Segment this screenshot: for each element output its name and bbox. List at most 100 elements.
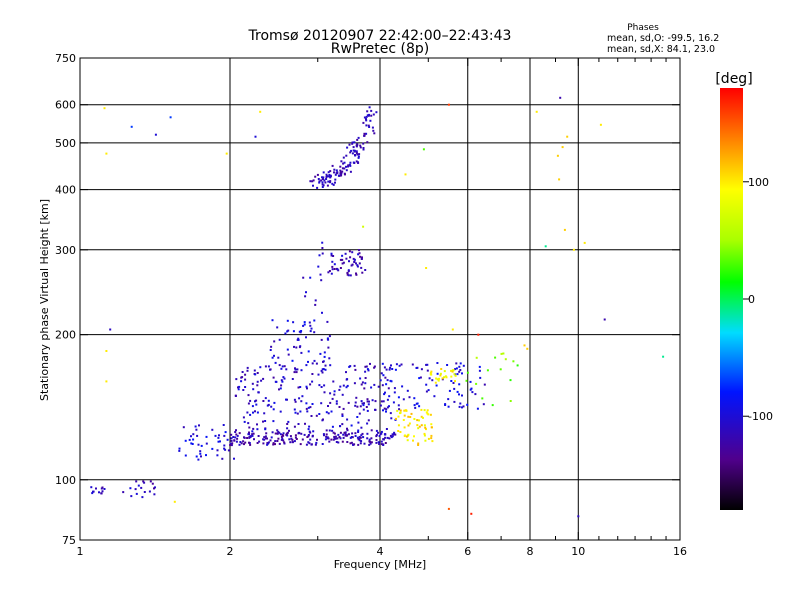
echo-point bbox=[205, 442, 208, 445]
echo-point bbox=[319, 273, 322, 276]
echo-point bbox=[333, 390, 336, 393]
echo-point bbox=[390, 364, 392, 367]
echo-point bbox=[216, 449, 219, 452]
echo-point bbox=[397, 424, 400, 427]
echo-point bbox=[371, 126, 374, 129]
echo-point bbox=[293, 408, 296, 411]
echo-point bbox=[455, 362, 458, 365]
echo-point bbox=[216, 454, 219, 457]
echo-point bbox=[370, 441, 373, 444]
echo-point bbox=[229, 442, 232, 445]
echo-point bbox=[303, 323, 306, 326]
echo-point bbox=[426, 363, 429, 366]
echo-point bbox=[274, 443, 276, 446]
echo-point bbox=[353, 364, 356, 367]
echo-point bbox=[328, 429, 331, 432]
echo-point bbox=[339, 169, 342, 172]
echo-point bbox=[435, 384, 438, 387]
echo-point bbox=[200, 444, 203, 447]
echo-point bbox=[425, 411, 428, 414]
echo-point bbox=[256, 372, 259, 374]
echo-point bbox=[363, 134, 366, 137]
echo-point bbox=[358, 262, 361, 265]
echo-point bbox=[259, 110, 262, 113]
echo-point bbox=[344, 252, 347, 255]
echo-point bbox=[391, 433, 394, 436]
echo-point bbox=[362, 436, 365, 439]
echo-point bbox=[494, 356, 497, 359]
echo-point bbox=[270, 405, 273, 408]
echo-point bbox=[229, 444, 232, 446]
echo-point bbox=[262, 438, 265, 441]
echo-point bbox=[385, 383, 388, 386]
echo-point bbox=[512, 360, 515, 363]
echo-point bbox=[394, 368, 397, 371]
echo-point bbox=[321, 443, 324, 445]
echo-point bbox=[294, 411, 297, 414]
echo-point bbox=[387, 387, 390, 390]
echo-point bbox=[368, 126, 371, 128]
echo-point bbox=[294, 368, 297, 371]
echo-point bbox=[188, 438, 191, 441]
echo-point bbox=[141, 496, 144, 499]
echo-point bbox=[345, 386, 348, 389]
echo-point bbox=[353, 443, 356, 446]
echo-point bbox=[143, 491, 146, 493]
echo-point bbox=[336, 172, 339, 175]
echo-point bbox=[461, 406, 463, 409]
echo-point bbox=[262, 442, 265, 445]
echo-point bbox=[478, 365, 481, 368]
echo-point bbox=[363, 116, 366, 119]
echo-point bbox=[341, 423, 344, 426]
echo-point bbox=[363, 402, 365, 405]
echo-point bbox=[282, 434, 285, 437]
echo-point bbox=[299, 386, 302, 388]
echo-point bbox=[305, 291, 307, 294]
echo-point bbox=[300, 351, 303, 354]
echo-point bbox=[483, 383, 486, 386]
echo-point bbox=[355, 262, 357, 265]
echo-point bbox=[441, 377, 444, 380]
echo-point bbox=[403, 414, 406, 417]
echo-point bbox=[252, 427, 255, 430]
echo-point bbox=[281, 365, 284, 368]
echo-point bbox=[199, 450, 202, 453]
echo-point bbox=[246, 411, 249, 414]
echo-point bbox=[101, 486, 104, 489]
echo-point bbox=[235, 378, 238, 381]
echo-point bbox=[435, 377, 438, 380]
echo-point bbox=[383, 433, 386, 436]
echo-point bbox=[437, 379, 440, 382]
echo-point bbox=[399, 431, 402, 433]
echo-point bbox=[364, 365, 367, 368]
echo-point bbox=[283, 442, 286, 445]
echo-point bbox=[413, 397, 416, 400]
echo-point bbox=[366, 422, 369, 425]
echo-point bbox=[320, 338, 323, 341]
echo-point bbox=[103, 488, 106, 490]
echo-point bbox=[248, 431, 250, 434]
echo-point bbox=[383, 366, 386, 369]
echo-point bbox=[375, 439, 378, 441]
echo-point bbox=[269, 349, 272, 351]
echo-point bbox=[285, 398, 287, 401]
echo-point bbox=[336, 437, 339, 440]
echo-point bbox=[436, 362, 439, 364]
echo-point bbox=[365, 406, 368, 408]
echo-point bbox=[348, 260, 350, 263]
echo-point bbox=[339, 258, 342, 261]
echo-point bbox=[246, 437, 249, 439]
echo-point bbox=[344, 431, 347, 434]
echo-point bbox=[393, 387, 396, 390]
echo-point bbox=[365, 365, 368, 368]
echo-point bbox=[415, 367, 418, 369]
echo-point bbox=[263, 412, 266, 415]
echo-point bbox=[380, 400, 383, 403]
echo-point bbox=[354, 154, 357, 157]
echo-point bbox=[122, 491, 125, 494]
echo-point bbox=[195, 428, 198, 431]
echo-point bbox=[419, 376, 422, 379]
echo-point bbox=[153, 487, 155, 490]
echo-point bbox=[504, 358, 507, 361]
echo-point bbox=[247, 433, 250, 436]
